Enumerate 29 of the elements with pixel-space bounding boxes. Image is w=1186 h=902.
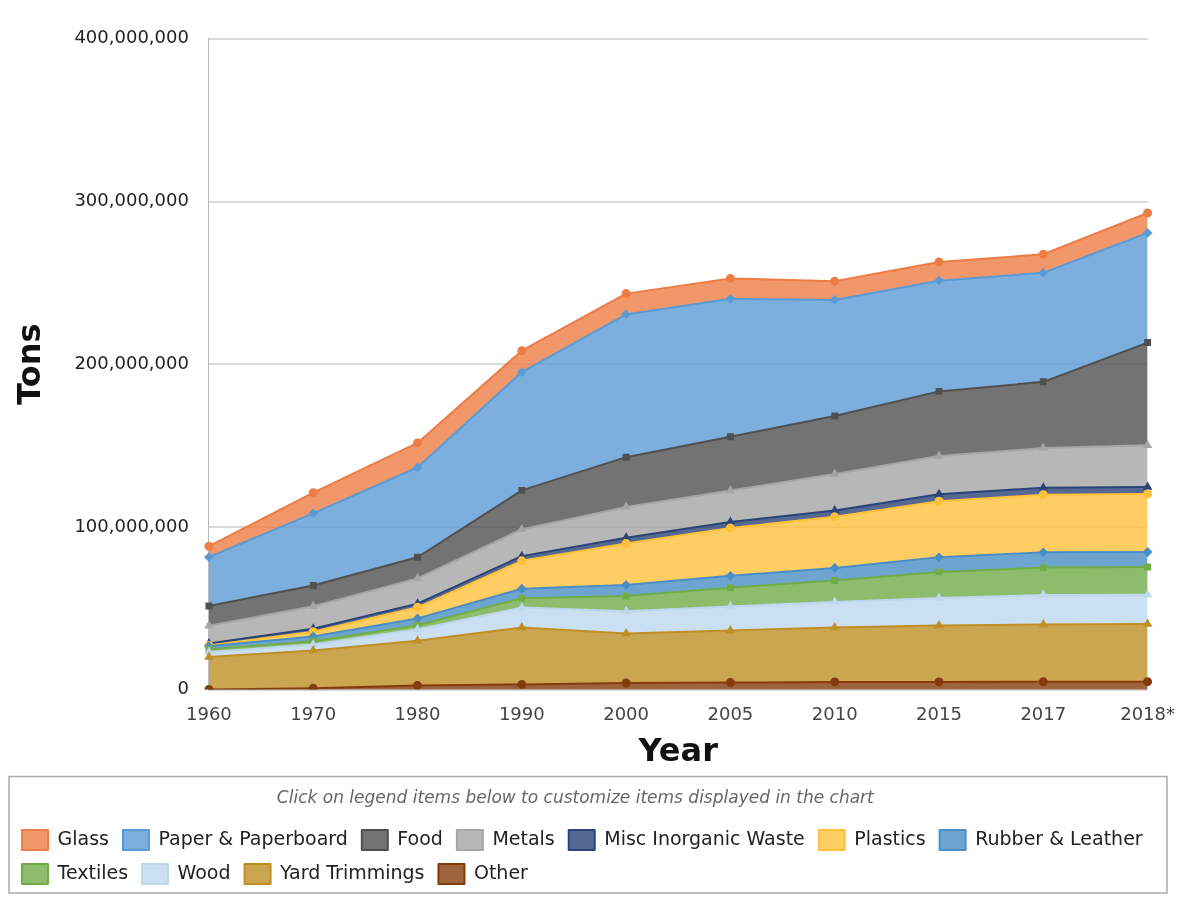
legend-label: Paper & Paperboard (158, 826, 348, 849)
legend-label: Wood (177, 860, 231, 883)
x-tick-label: 2015 (916, 703, 962, 725)
legend-label: Misc Inorganic Waste (604, 826, 805, 849)
y-tick-label: 0 (177, 677, 189, 699)
legend-label: Other (473, 860, 529, 883)
x-tick-label: 2010 (811, 703, 858, 725)
legend-label: Yard Trimmings (279, 860, 425, 883)
x-tick-label: 1970 (290, 703, 337, 725)
x-tick-label: 1990 (498, 703, 545, 725)
y-tick-label: 400,000,000 (74, 26, 189, 48)
y-axis-title: Tons (9, 323, 48, 405)
y-tick-label: 200,000,000 (74, 351, 189, 373)
legend-label: Food (397, 826, 443, 849)
legend-label: Rubber & Leather (975, 826, 1143, 849)
x-tick-label: 2017 (1020, 703, 1067, 725)
x-tick-label: 2000 (603, 703, 650, 725)
legend-label: Textiles (56, 860, 129, 883)
x-tick-label: 1960 (186, 703, 232, 725)
x-tick-label: 2005 (707, 703, 754, 725)
x-axis-title: Year (637, 730, 719, 769)
x-tick-label: 2018* (1120, 703, 1175, 725)
x-tick-label: 1980 (394, 703, 441, 725)
legend-label: Glass (57, 826, 109, 849)
y-tick-label: 100,000,000 (74, 514, 189, 536)
legend-label: Metals (492, 826, 555, 849)
legend-label: Plastics (854, 826, 926, 849)
legend-title: Click on legend items below to customize items displayed in the chart (276, 786, 876, 807)
y-tick-label: 300,000,000 (74, 189, 189, 211)
